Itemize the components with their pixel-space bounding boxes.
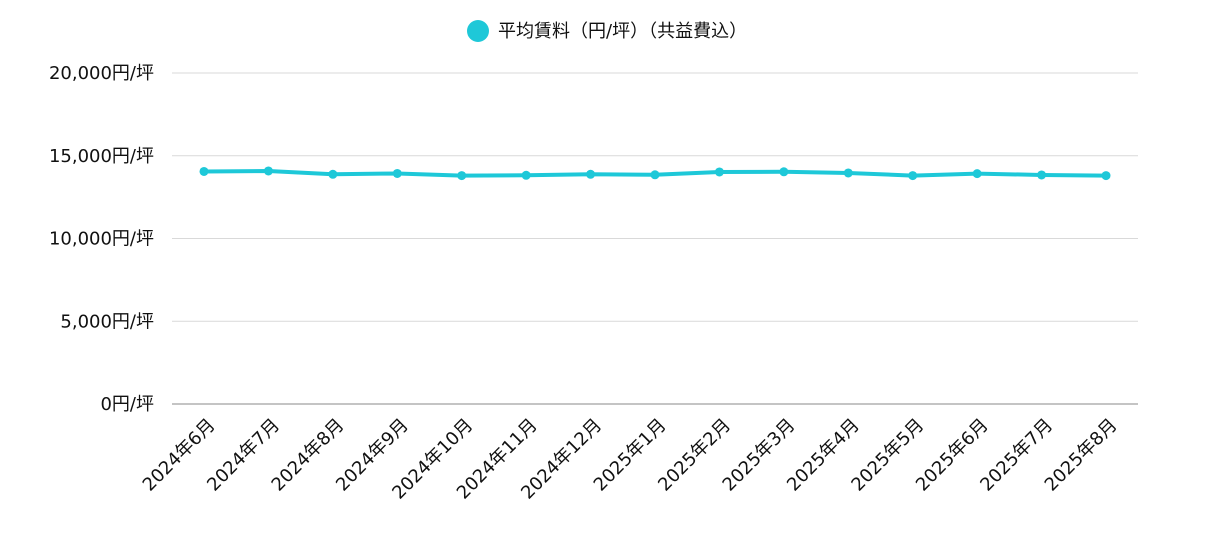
series-layer [199, 166, 1111, 181]
y-axis: 0円/坪 5,000円/坪 10,000円/坪 15,000円/坪 20,000円/坪 [49, 63, 154, 415]
data-point [650, 170, 660, 180]
data-point [586, 169, 596, 179]
gridlines [172, 72, 1138, 405]
legend: 平均賃料（円/坪）（共益費込） [467, 20, 747, 42]
data-point [714, 167, 724, 177]
y-tick-label: 20,000円/坪 [49, 63, 154, 84]
data-point [521, 170, 531, 180]
y-tick-label: 5,000円/坪 [60, 311, 154, 332]
data-point [908, 171, 918, 181]
data-point [1101, 171, 1111, 181]
data-point [328, 169, 338, 179]
legend-marker [467, 20, 489, 42]
data-point [199, 166, 209, 176]
data-point [392, 168, 402, 178]
data-point [457, 171, 467, 181]
y-tick-label: 15,000円/坪 [49, 146, 154, 167]
data-point [779, 167, 789, 177]
y-tick-label: 10,000円/坪 [49, 229, 154, 250]
data-point [843, 168, 853, 178]
data-point [1037, 170, 1047, 180]
legend-label: 平均賃料（円/坪）（共益費込） [498, 21, 747, 42]
data-point [972, 169, 982, 179]
data-point [263, 166, 273, 176]
y-tick-label: 0円/坪 [100, 394, 154, 415]
x-axis: 2024年6月2024年7月2024年8月2024年9月2024年10月2024… [139, 415, 1122, 504]
